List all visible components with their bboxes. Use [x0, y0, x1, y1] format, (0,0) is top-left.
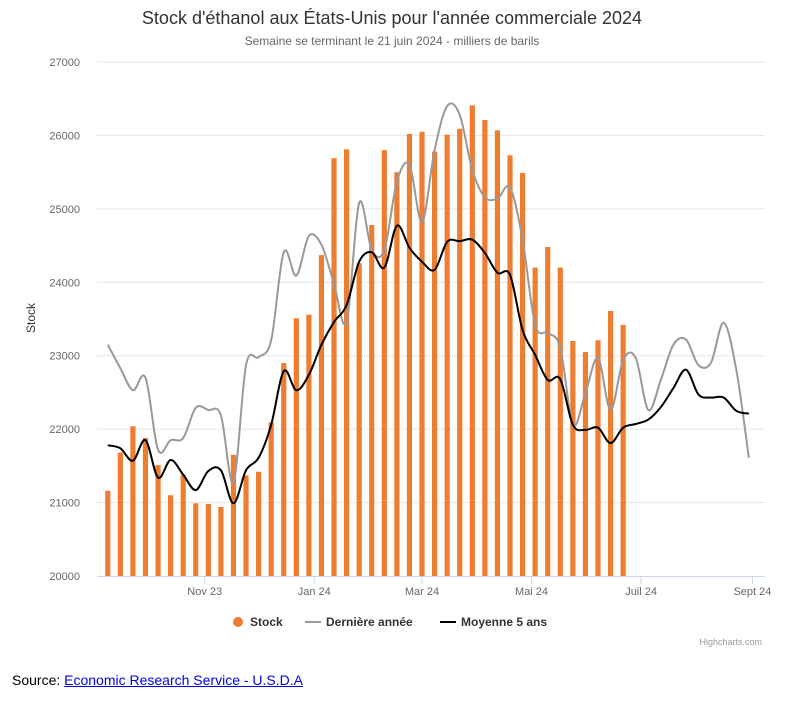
- bar-stock: [469, 105, 475, 576]
- source-link[interactable]: Economic Research Service - U.S.D.A: [64, 672, 303, 688]
- bar-stock: [557, 267, 563, 576]
- bar-stock: [369, 225, 375, 577]
- bar-stock: [444, 134, 450, 577]
- legend-5yr-average[interactable]: Moyenne 5 ans: [461, 615, 547, 629]
- source-line: Source: Economic Research Service - U.S.…: [12, 672, 303, 688]
- bar-stock: [457, 128, 463, 576]
- bar-stock: [344, 149, 350, 576]
- bar-stock: [570, 341, 576, 576]
- source-label: Source:: [12, 672, 61, 688]
- bar-stock: [256, 471, 262, 576]
- x-tick-label: Jan 24: [298, 586, 331, 598]
- bar-stock: [142, 437, 149, 576]
- bar-stock: [306, 314, 312, 576]
- x-tick-label: Juil 24: [625, 586, 657, 598]
- bar-stock: [406, 133, 413, 576]
- bar-stock: [381, 150, 387, 576]
- x-tick-label: Mar 24: [405, 586, 439, 598]
- bar-stock: [193, 503, 199, 576]
- y-tick-label: 21000: [49, 498, 80, 510]
- bar-stock: [105, 490, 111, 576]
- line-5yr-average: [107, 224, 750, 505]
- bar-stock: [356, 263, 362, 576]
- bar-stock: [230, 454, 237, 576]
- chart-title: Stock d'éthanol aux États-Unis pour l'an…: [142, 8, 642, 28]
- bar-stock: [507, 155, 513, 577]
- bar-stock: [318, 255, 325, 577]
- y-tick-label: 24000: [49, 277, 80, 289]
- highcharts-credit[interactable]: Highcharts.com: [699, 637, 762, 647]
- y-tick-label: 25000: [49, 204, 80, 216]
- bar-stock: [582, 352, 589, 576]
- bar-stock: [331, 158, 337, 577]
- legend: Stock Dernière année Moyenne 5 ans: [233, 615, 547, 629]
- bar-stock: [431, 151, 438, 576]
- y-tick-label: 27000: [49, 57, 80, 69]
- bar-stock: [394, 172, 400, 576]
- bar-stock: [218, 506, 224, 576]
- bar-stock: [168, 495, 174, 576]
- bar-stock: [155, 465, 161, 576]
- bar-stock: [117, 452, 123, 576]
- bar-stock: [293, 318, 299, 576]
- bar-stock: [281, 363, 287, 576]
- bar-stock: [130, 426, 136, 576]
- bar-stock: [243, 475, 249, 576]
- x-tick-label: Nov 23: [187, 586, 222, 598]
- bar-stock: [419, 131, 425, 576]
- bar-stock: [205, 504, 211, 576]
- legend-stock-marker: [233, 617, 243, 627]
- bar-stock: [595, 340, 601, 576]
- y-tick-label: 22000: [49, 424, 80, 436]
- y-axis-title: Stock: [24, 302, 38, 333]
- bar-stock: [180, 474, 186, 576]
- bar-stock: [545, 247, 551, 577]
- y-tick-label: 20000: [49, 571, 80, 583]
- y-tick-label: 23000: [49, 351, 80, 363]
- x-tick-label: Mai 24: [515, 586, 548, 598]
- bar-stock: [482, 120, 488, 576]
- y-tick-label: 26000: [49, 130, 80, 142]
- legend-last-year[interactable]: Dernière année: [326, 615, 413, 629]
- bar-stock: [620, 324, 626, 576]
- bar-stock: [532, 267, 538, 576]
- legend-stock[interactable]: Stock: [250, 615, 283, 629]
- ethanol-stock-chart: Stock d'éthanol aux États-Unis pour l'an…: [24, 8, 771, 647]
- chart-subtitle: Semaine se terminant le 21 juin 2024 - m…: [245, 34, 540, 48]
- bar-stock: [494, 130, 501, 576]
- line-last-year: [106, 102, 750, 484]
- bar-stock: [519, 172, 526, 576]
- x-tick-label: Sept 24: [733, 586, 771, 598]
- bar-stock: [268, 422, 274, 576]
